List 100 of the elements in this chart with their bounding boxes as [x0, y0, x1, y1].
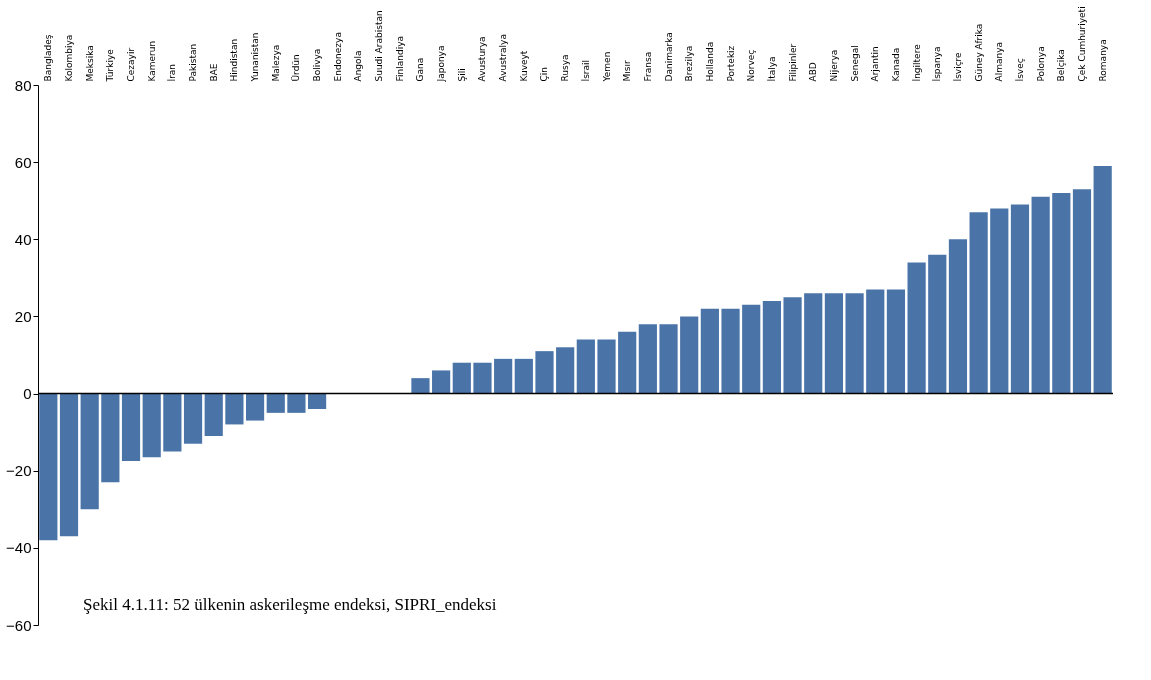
x-tick-label: Portekiz [725, 45, 736, 82]
x-tick-label: Gana [415, 57, 426, 82]
bar [59, 393, 79, 537]
y-tick-label: 0 [23, 385, 32, 403]
bar [225, 393, 244, 425]
bar [307, 393, 327, 409]
bar [680, 316, 699, 394]
bar [948, 239, 968, 394]
bar [762, 301, 781, 394]
bar [576, 339, 595, 394]
bar [432, 370, 451, 394]
bar [804, 293, 823, 394]
y-tick-label: 80 [14, 76, 32, 94]
x-tick-label: İspanya [932, 46, 943, 82]
x-tick-label: Rusya [560, 54, 571, 82]
x-tick-label: Suudi Arabistan [374, 10, 385, 82]
bar [886, 289, 906, 394]
y-tick-label: −60 [6, 616, 32, 634]
bar [535, 351, 554, 394]
bar [204, 393, 223, 436]
bar [969, 212, 988, 394]
x-tick-label: İsviçre [952, 51, 963, 82]
x-tick-label: Meksika [84, 45, 95, 82]
x-tick-label: Ürdün [291, 54, 302, 82]
annotation: Şekil 4.1.11: 52 ülkenin askerileşme endeksi, SIPRI_endeksi [83, 595, 497, 614]
x-tick-label: ABD [808, 62, 819, 82]
x-tick-label: İtalya [766, 56, 777, 82]
bar [907, 262, 926, 394]
y-tick-label: 20 [14, 307, 32, 325]
bar [1072, 189, 1092, 394]
bar [39, 393, 58, 541]
y-tick-label: −20 [6, 462, 32, 480]
x-tick-label: Yemen [601, 51, 612, 83]
bar [163, 393, 182, 452]
bar [287, 393, 306, 413]
x-tick-label: Filipinler [787, 43, 798, 82]
bar [721, 308, 740, 394]
x-tick-label: Arjantin [870, 46, 881, 82]
bar [473, 362, 492, 394]
x-tick-label: Danimarka [663, 32, 674, 82]
x-tick-label: Güney Afrika [973, 23, 984, 82]
x-tick-label: Japonya [436, 45, 447, 83]
x-tick-label: Endonezya [332, 32, 343, 82]
x-tick-label: Hollanda [704, 41, 715, 82]
x-tick-label: Bangladeş [43, 34, 54, 82]
bar [597, 339, 616, 394]
bar [183, 393, 203, 444]
x-tick-label: İsveç [1014, 58, 1025, 82]
x-tick-label: Pakistan [188, 43, 199, 82]
bar [659, 324, 678, 394]
bar [494, 358, 513, 394]
x-tick-label: Angola [353, 50, 364, 82]
x-tick-label: Bolivya [312, 48, 323, 82]
x-tick-label: Hindistan [229, 38, 240, 82]
bar [245, 393, 265, 421]
bar [80, 393, 99, 510]
x-tick-label: Finlandiya [394, 35, 405, 82]
x-tick-label: Fransa [642, 51, 653, 82]
x-tick-label: Senegal [849, 45, 860, 82]
bar [1010, 204, 1030, 394]
bar [700, 308, 719, 394]
bar [121, 393, 141, 462]
bar [452, 362, 471, 394]
x-tick-label: Brezilya [684, 45, 695, 82]
x-tick-label: Yunanistan [250, 32, 261, 83]
x-tick-label: İngiltere [911, 43, 922, 82]
x-tick-label: BAE [208, 63, 219, 82]
x-tick-label: Şili [456, 68, 467, 82]
x-tick-label: Kanada [890, 47, 901, 82]
x-tick-label: Çek Cumhuriyeti [1076, 6, 1087, 82]
bar [824, 293, 844, 394]
bar [990, 208, 1009, 394]
bar [1093, 166, 1112, 394]
bar [742, 304, 761, 394]
x-tick-label: Kamerun [146, 40, 157, 82]
x-tick-label: İsrail [580, 59, 591, 82]
x-tick-label: Kolombiya [64, 34, 75, 82]
x-tick-label: Norveç [746, 49, 757, 82]
bar [638, 324, 657, 394]
bar [556, 347, 575, 394]
x-tick-label: İran [167, 63, 178, 82]
x-tick-label: Kuveyt [518, 50, 529, 82]
x-tick-label: Mısır [622, 60, 633, 82]
bar [266, 393, 285, 413]
x-tick-label: Romanya [1097, 39, 1108, 82]
bar [783, 297, 802, 394]
x-tick-label: Malezya [270, 44, 281, 82]
bar [845, 293, 864, 394]
bar [101, 393, 120, 483]
bar [928, 254, 947, 394]
bar [142, 393, 161, 458]
y-tick-label: −40 [6, 539, 32, 557]
bar [514, 358, 533, 394]
bar [1031, 196, 1050, 394]
y-tick-label: 40 [14, 230, 32, 248]
x-tick-label: Avusturya [477, 36, 488, 82]
bar [618, 331, 637, 394]
x-tick-label: Belçika [1056, 49, 1067, 82]
bar [1052, 193, 1071, 394]
x-tick-label: Almanya [994, 42, 1005, 82]
